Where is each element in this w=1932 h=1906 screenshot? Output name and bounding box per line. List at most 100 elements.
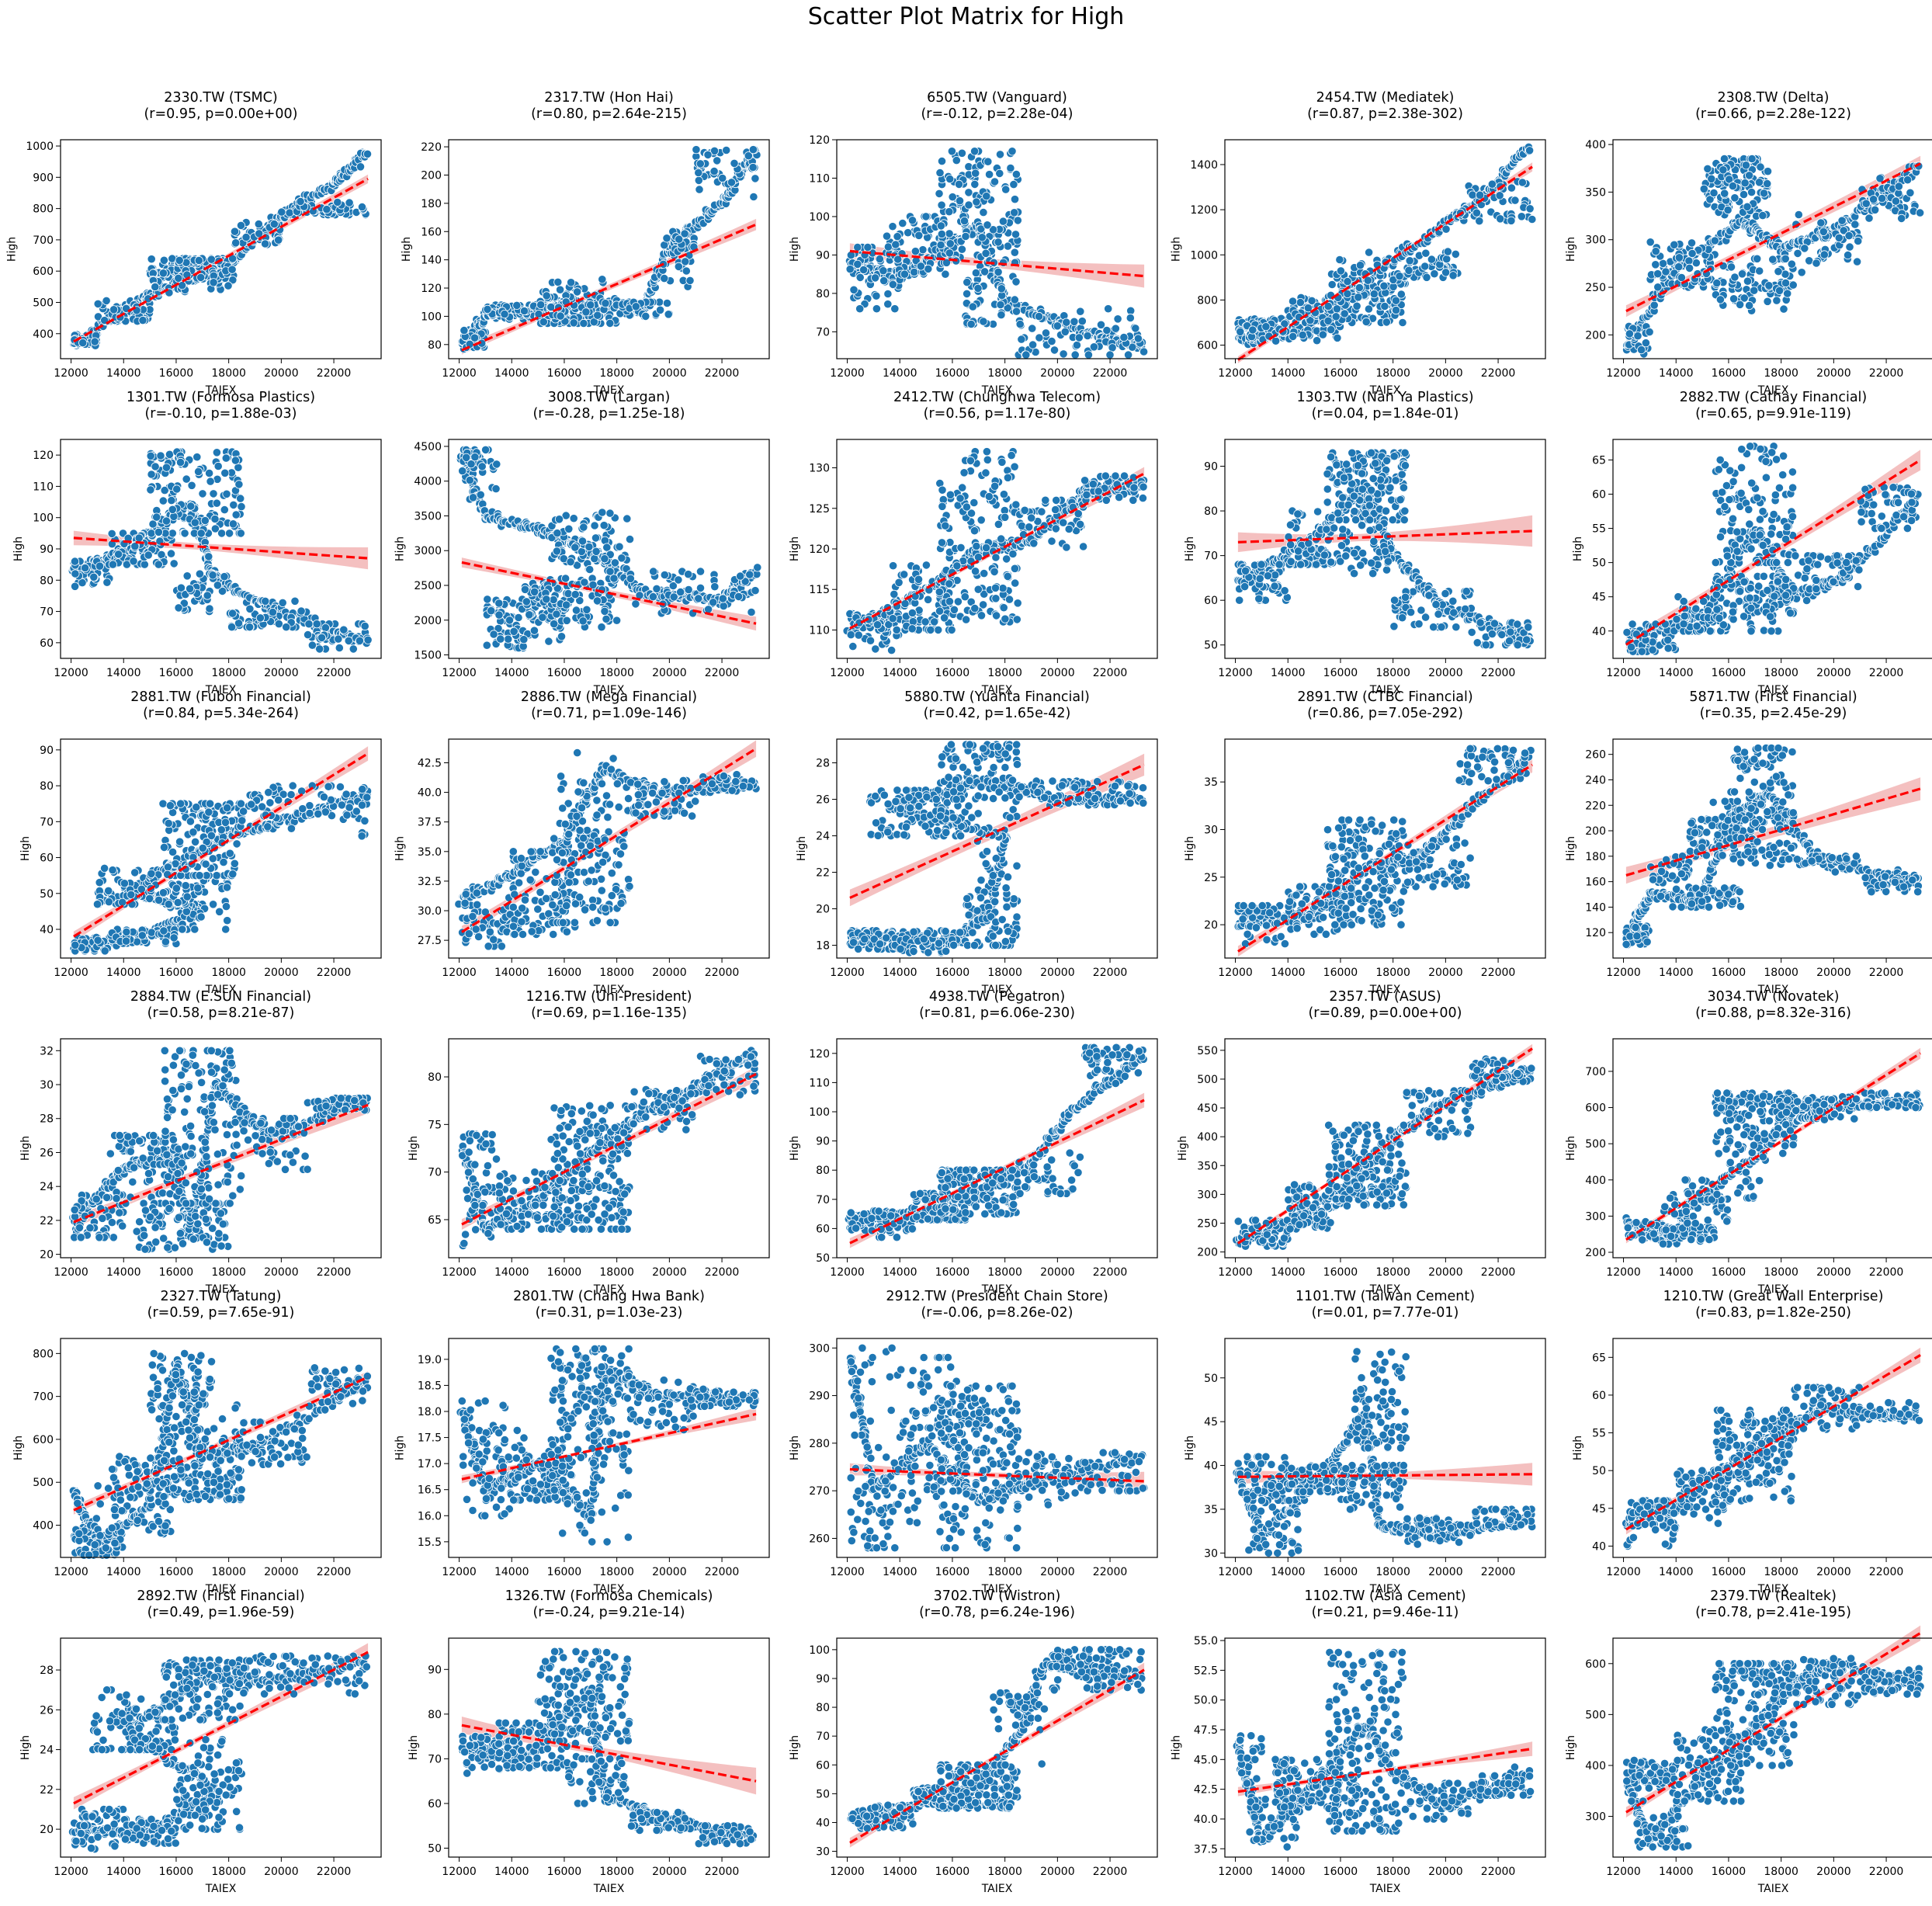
data-point	[1017, 335, 1026, 344]
data-point	[538, 613, 547, 622]
y-tick-label: 250	[1585, 282, 1606, 294]
data-point	[1008, 147, 1017, 156]
data-point	[1006, 163, 1015, 173]
data-point	[1318, 330, 1327, 339]
data-point	[893, 232, 902, 241]
data-point	[1355, 261, 1365, 270]
data-point	[586, 300, 595, 310]
data-point	[995, 150, 1005, 159]
data-point	[78, 578, 87, 588]
y-tick-label: 90	[40, 543, 54, 556]
x-tick-label: 14000	[1659, 367, 1694, 380]
data-point	[1331, 312, 1341, 321]
plot-area: 12000 14000 16000 18000 20000 220007080901001…	[789, 134, 1158, 397]
y-tick-label: 200	[1585, 329, 1606, 342]
x-tick-label: 18000	[599, 667, 634, 679]
data-point	[685, 276, 695, 285]
data-point	[935, 168, 945, 178]
data-point	[1850, 220, 1860, 229]
y-tick-label: 500	[33, 297, 54, 309]
data-point	[585, 564, 595, 575]
data-point	[891, 240, 900, 249]
data-point	[1525, 204, 1535, 214]
data-point	[245, 623, 255, 632]
data-point	[1653, 269, 1663, 279]
data-point	[1475, 190, 1485, 200]
y-tick-label: 60	[40, 637, 54, 650]
data-point	[175, 255, 184, 265]
data-point	[718, 173, 727, 183]
data-point	[234, 619, 244, 628]
data-point	[1788, 280, 1798, 290]
x-tick-label: 18000	[1375, 367, 1410, 380]
data-point	[213, 581, 222, 590]
x-tick-label: 22000	[1481, 367, 1516, 380]
x-tick-label: 14000	[494, 667, 529, 679]
x-tick-label: 14000	[883, 367, 917, 380]
data-point	[344, 636, 353, 645]
data-point	[947, 147, 956, 156]
data-point	[1759, 189, 1769, 198]
x-tick-label: 22000	[317, 367, 352, 380]
x-tick-label: 12000	[442, 667, 477, 679]
data-point	[1296, 298, 1305, 307]
x-tick-label: 20000	[652, 667, 687, 679]
data-point	[1003, 304, 1012, 313]
data-point	[1715, 295, 1725, 304]
data-point	[1096, 320, 1106, 329]
x-tick-label: 16000	[159, 367, 194, 380]
y-tick-label: 80	[428, 339, 442, 352]
data-point	[748, 145, 758, 154]
data-point	[1119, 332, 1129, 342]
data-point	[994, 238, 1003, 247]
data-point	[593, 311, 602, 320]
data-point	[1897, 214, 1906, 224]
data-point	[549, 595, 558, 605]
y-axis-label: High	[1565, 237, 1577, 262]
data-point	[578, 616, 588, 626]
data-point	[985, 170, 994, 179]
data-point	[1361, 317, 1371, 327]
data-point	[509, 627, 519, 636]
subplot-3: 6505.TW (Vanguard) (r=-0.12, p=2.28e-04) 1…	[789, 90, 1158, 397]
data-point	[1868, 195, 1878, 204]
data-point	[1323, 316, 1333, 325]
data-point	[682, 266, 691, 276]
data-point	[196, 273, 206, 282]
plot-area: 12000 14000 16000 18000 20000 220001101151201…	[789, 439, 1158, 696]
data-point	[649, 567, 658, 576]
data-point	[500, 310, 509, 319]
data-point	[1313, 336, 1322, 345]
data-point	[1074, 333, 1084, 342]
data-point	[941, 269, 950, 279]
data-point	[195, 569, 204, 578]
data-point	[979, 208, 988, 217]
data-point	[571, 590, 580, 599]
data-point	[883, 242, 893, 252]
y-tick-label: 300	[1585, 234, 1606, 247]
data-point	[694, 175, 703, 186]
data-point	[695, 567, 706, 576]
data-point	[494, 610, 504, 620]
data-point	[1111, 324, 1120, 333]
data-point	[1379, 281, 1389, 290]
data-point	[1487, 179, 1497, 189]
data-point	[997, 284, 1006, 293]
y-tick-label: 1200	[1190, 204, 1218, 217]
data-point	[1472, 208, 1481, 217]
data-point	[1336, 266, 1345, 276]
plot-area: 12000 14000 16000 18000 20000 220001500200025…	[394, 439, 770, 696]
data-point	[277, 207, 286, 217]
data-point	[1015, 320, 1025, 329]
data-point	[631, 599, 640, 609]
y-axis-label: High	[394, 536, 407, 561]
data-point	[1699, 184, 1708, 193]
y-tick-label: 120	[421, 283, 442, 295]
data-point	[231, 456, 240, 465]
data-point	[261, 596, 270, 606]
subplot-1: 2330.TW (TSMC) (r=0.95, p=0.00e+00) 12000 1…	[6, 90, 382, 397]
data-point	[907, 216, 917, 225]
axes-frame	[448, 439, 770, 659]
x-tick-label: 14000	[106, 667, 141, 679]
data-point	[156, 451, 165, 460]
